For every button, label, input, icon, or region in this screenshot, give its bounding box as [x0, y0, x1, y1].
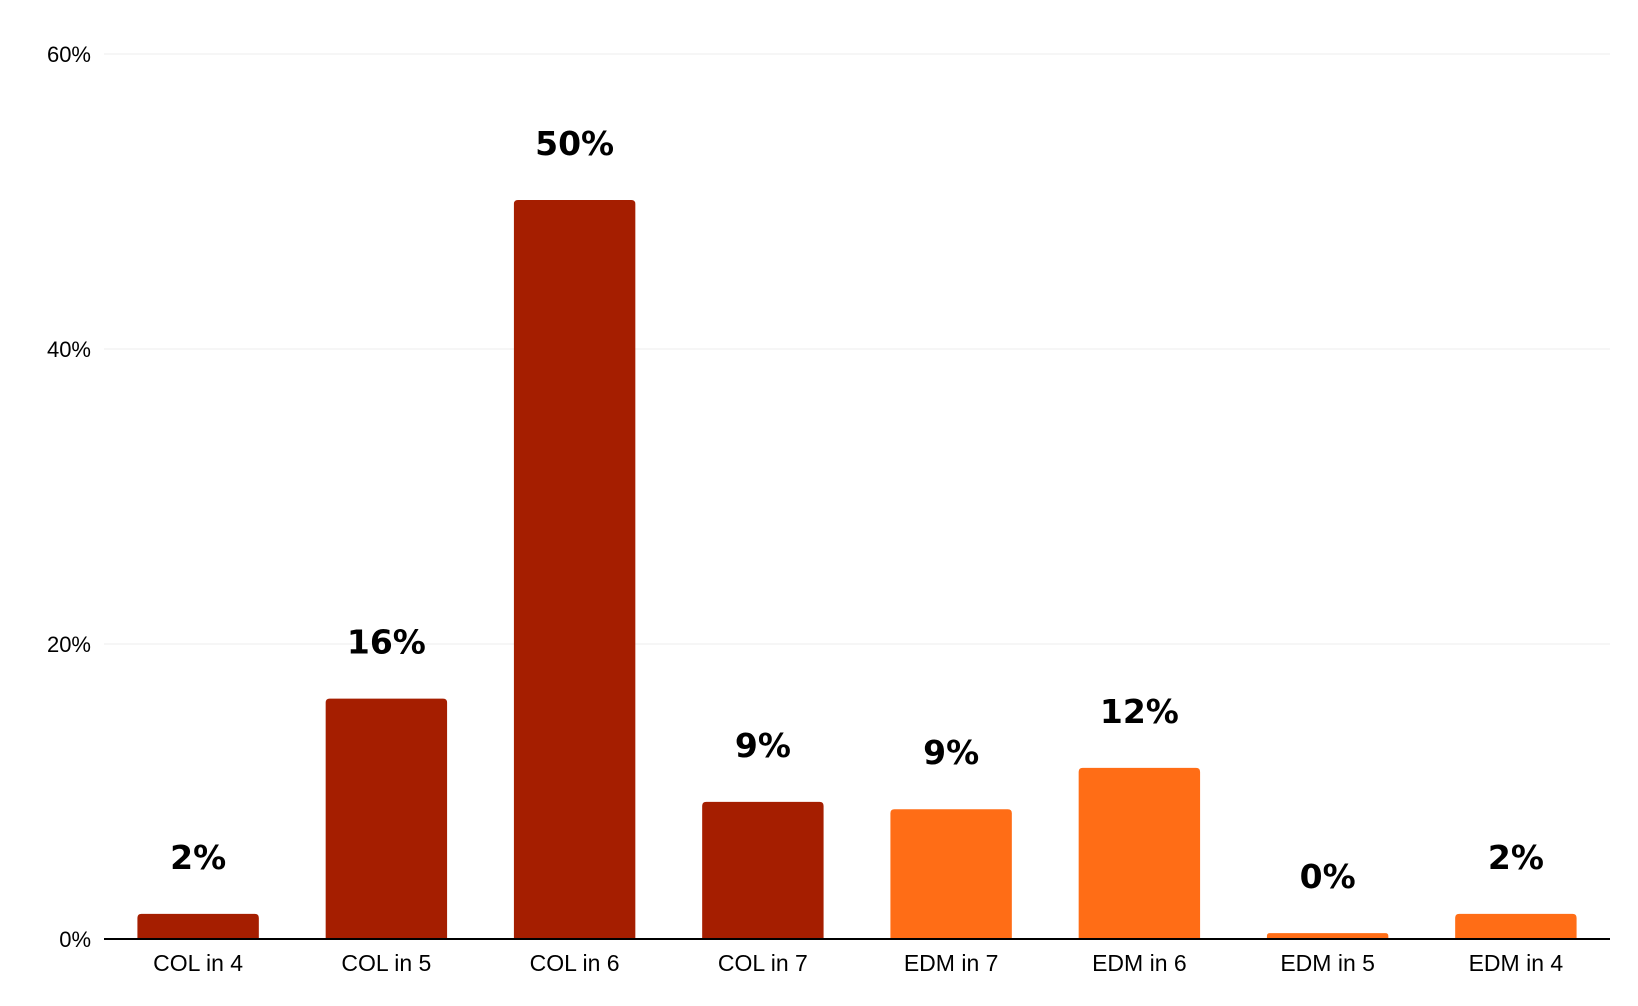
- y-tick-label: 40%: [47, 337, 91, 362]
- x-tick-label: COL in 5: [341, 950, 431, 976]
- x-tick-label: EDM in 5: [1280, 950, 1375, 976]
- bar-edm-in-4: [1455, 913, 1577, 939]
- bar-edm-in-7: [890, 809, 1012, 939]
- bar-col-in-5: [325, 698, 448, 939]
- x-tick-label: COL in 6: [530, 950, 620, 976]
- data-labels: 2% 16% 50% 9% 9% 12% 0% 2%: [170, 124, 1544, 896]
- x-axis-ticks: COL in 4 COL in 5 COL in 6 COL in 7 EDM in 7…: [153, 950, 1563, 976]
- x-tick-label: EDM in 6: [1092, 950, 1187, 976]
- x-tick-label: COL in 4: [153, 950, 243, 976]
- data-label: 12%: [1100, 692, 1179, 731]
- bar-col-in-4: [137, 913, 259, 939]
- x-tick-label: EDM in 7: [904, 950, 999, 976]
- x-tick-label: EDM in 4: [1469, 950, 1564, 976]
- data-label: 9%: [923, 733, 979, 772]
- bar-col-in-7: [702, 801, 824, 939]
- bar-col-in-6: [513, 200, 636, 939]
- data-label: 2%: [1488, 838, 1544, 877]
- data-label: 2%: [170, 838, 226, 877]
- y-tick-label: 0%: [59, 927, 91, 952]
- bar-edm-in-5: [1266, 933, 1389, 939]
- data-label: 50%: [535, 124, 614, 163]
- y-tick-label: 60%: [47, 42, 91, 67]
- x-tick-label: COL in 7: [718, 950, 808, 976]
- bar-edm-in-6: [1078, 767, 1201, 939]
- y-tick-label: 20%: [47, 632, 91, 657]
- bars: [137, 200, 1577, 939]
- data-label: 16%: [347, 623, 426, 662]
- y-axis-ticks: 0% 20% 40% 60%: [47, 42, 91, 952]
- data-label: 9%: [735, 726, 791, 765]
- data-label: 0%: [1300, 857, 1356, 896]
- gridlines: [104, 53, 1610, 645]
